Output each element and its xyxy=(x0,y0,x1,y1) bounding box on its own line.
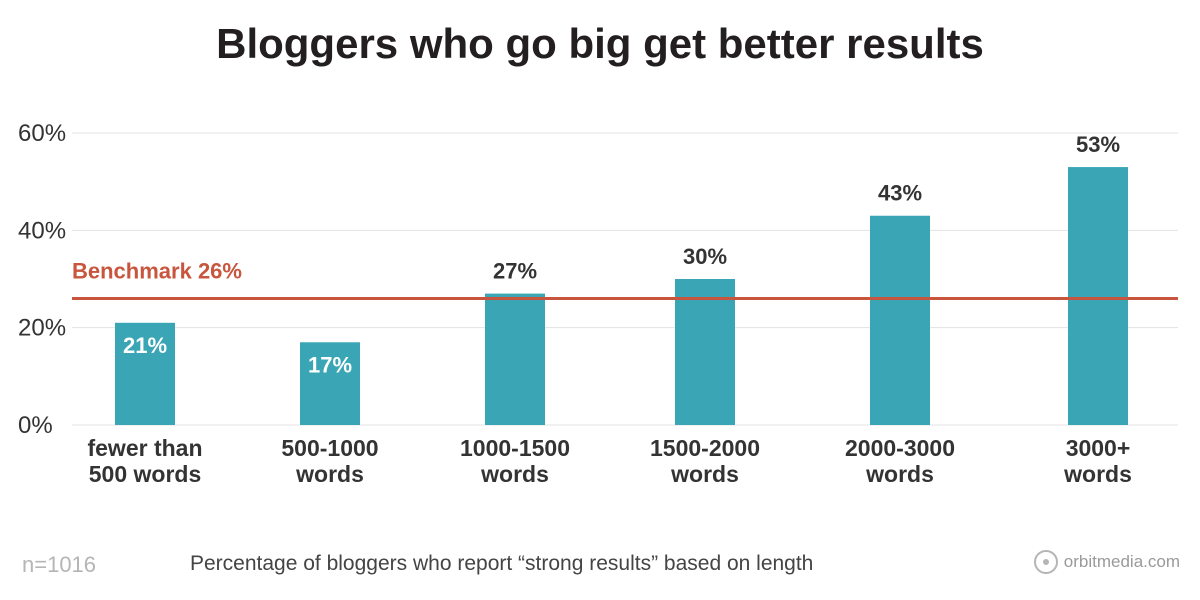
grid-layer: 0% 20% 40% 60% xyxy=(18,120,1178,439)
x-tick-line: words xyxy=(1063,461,1132,487)
y-tick-label: 60% xyxy=(18,120,66,147)
x-tick-label: 2000-3000 words xyxy=(845,435,955,487)
brand-name: orbitmedia.com xyxy=(1063,552,1180,571)
y-tick-label: 40% xyxy=(18,217,66,244)
x-tick-line: words xyxy=(480,461,549,487)
x-tick-label: 500-1000 words xyxy=(281,435,378,487)
bar xyxy=(870,215,930,425)
x-tick-label: 1500-2000 words xyxy=(650,435,760,487)
data-label: 27% xyxy=(493,259,537,284)
data-label: 53% xyxy=(1076,132,1120,157)
y-tick-label: 0% xyxy=(18,412,53,439)
data-label: 21% xyxy=(123,333,167,358)
bar xyxy=(675,279,735,425)
brand-logo[interactable]: orbitmedia.com xyxy=(1033,550,1180,574)
x-tick-line: 500-1000 xyxy=(281,435,378,461)
x-tick-line: 3000+ xyxy=(1066,435,1131,461)
bar xyxy=(300,342,360,425)
x-tick-line: 500 words xyxy=(89,461,202,487)
x-tick-line: words xyxy=(295,461,364,487)
x-tick-line: words xyxy=(865,461,934,487)
x-tick-line: 1500-2000 xyxy=(650,435,760,461)
sample-size: n=1016 xyxy=(22,552,97,577)
y-tick-label: 20% xyxy=(18,315,66,342)
x-tick-line: words xyxy=(670,461,739,487)
x-tick-label: 3000+ words xyxy=(1063,435,1132,487)
data-label: 17% xyxy=(308,352,352,377)
x-tick-line: 1000-1500 xyxy=(460,435,570,461)
bar xyxy=(1068,167,1128,426)
x-tick-label: 1000-1500 words xyxy=(460,435,570,487)
x-tick-label: fewer than 500 words xyxy=(87,435,202,487)
benchmark-layer: Benchmark 26% xyxy=(72,258,1178,300)
x-tick-line: 2000-3000 xyxy=(845,435,955,461)
bar-layer xyxy=(115,167,1128,426)
orbit-icon xyxy=(1033,550,1058,574)
data-label: 30% xyxy=(683,244,727,269)
chart-title: Bloggers who go big get better results xyxy=(216,20,984,67)
bar xyxy=(485,293,545,425)
benchmark-label: Benchmark 26% xyxy=(72,258,242,283)
chart-caption: Percentage of bloggers who report “stron… xyxy=(190,552,814,575)
x-tick-line: fewer than xyxy=(87,435,202,461)
bar xyxy=(115,322,175,425)
data-label: 43% xyxy=(878,181,922,206)
